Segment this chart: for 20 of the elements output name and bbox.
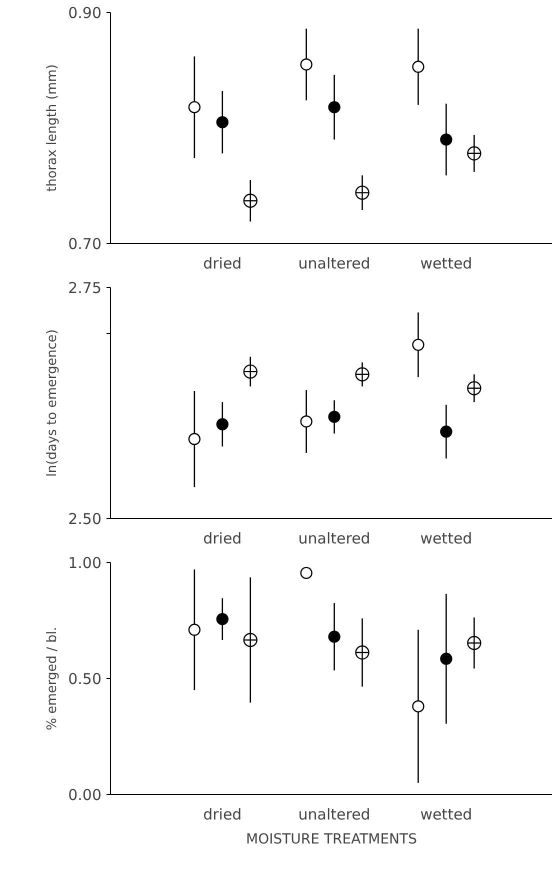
x-tick-label: unaltered [298, 530, 370, 548]
y-axis-title: thorax length (mm) [45, 64, 60, 192]
y-axis-title: % emerged / bl. [45, 626, 60, 730]
y-tick-label: 2.50 [68, 510, 102, 528]
x-tick-label: wetted [420, 806, 472, 824]
x-tick-label: dried [203, 254, 242, 272]
x-tick-label: unaltered [298, 254, 370, 272]
x-tick-label: unaltered [298, 806, 370, 824]
y-tick-label: 0.00 [68, 786, 102, 804]
y-tick-label: 2.75 [68, 279, 102, 297]
y-tick-label: 0.70 [68, 235, 102, 253]
y-tick-label: 1.00 [68, 554, 102, 572]
x-tick-label: dried [203, 806, 242, 824]
x-axis-title: MOISTURE TREATMENTS [246, 832, 418, 848]
y-tick-label: 0.50 [68, 670, 102, 688]
x-tick-label: dried [203, 530, 242, 548]
y-tick-label: 0.90 [68, 4, 102, 22]
x-tick-label: wetted [420, 254, 472, 272]
y-axis-title: ln(days to emergence) [45, 329, 60, 477]
x-tick-label: wetted [420, 530, 472, 548]
